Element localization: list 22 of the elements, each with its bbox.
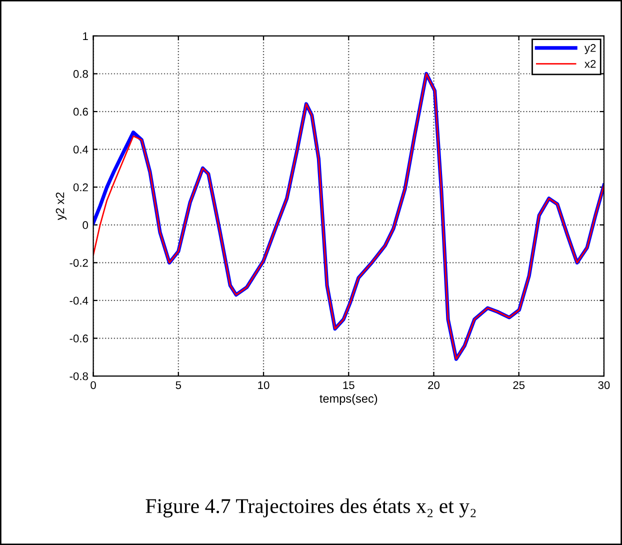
y-tick-label: 1 xyxy=(83,32,88,40)
x-tick-label: 20 xyxy=(428,381,440,390)
y-tick-label: 0.6 xyxy=(73,108,88,116)
x-tick-label: 30 xyxy=(598,381,610,390)
x-tick-label: 5 xyxy=(176,381,182,390)
caption: Figure 4.7 Trajectoires des états x₂ et y₂ xyxy=(146,498,476,518)
legend-label: y2 xyxy=(584,44,596,54)
x-tick-label: 15 xyxy=(343,381,354,390)
y-tick-label: 0.4 xyxy=(73,146,88,154)
x-tick-label: 25 xyxy=(513,381,525,390)
y-tick-label: 0.8 xyxy=(73,70,88,78)
y-tick-label: -0.6 xyxy=(70,334,88,342)
y-tick-label: 0.2 xyxy=(73,183,88,192)
legend-label: x2 xyxy=(584,60,596,68)
y-axis-title: y2 x2 xyxy=(56,192,67,220)
x-tick-label: 0 xyxy=(90,381,96,390)
y-tick-label: -0.8 xyxy=(70,372,88,380)
y-tick-label: -0.2 xyxy=(70,258,88,267)
y-tick-label: 0 xyxy=(82,221,88,230)
x-tick-label: 10 xyxy=(258,381,270,390)
y-tick-label: -0.4 xyxy=(70,296,88,305)
x-axis-title: temps(sec) xyxy=(320,394,378,406)
